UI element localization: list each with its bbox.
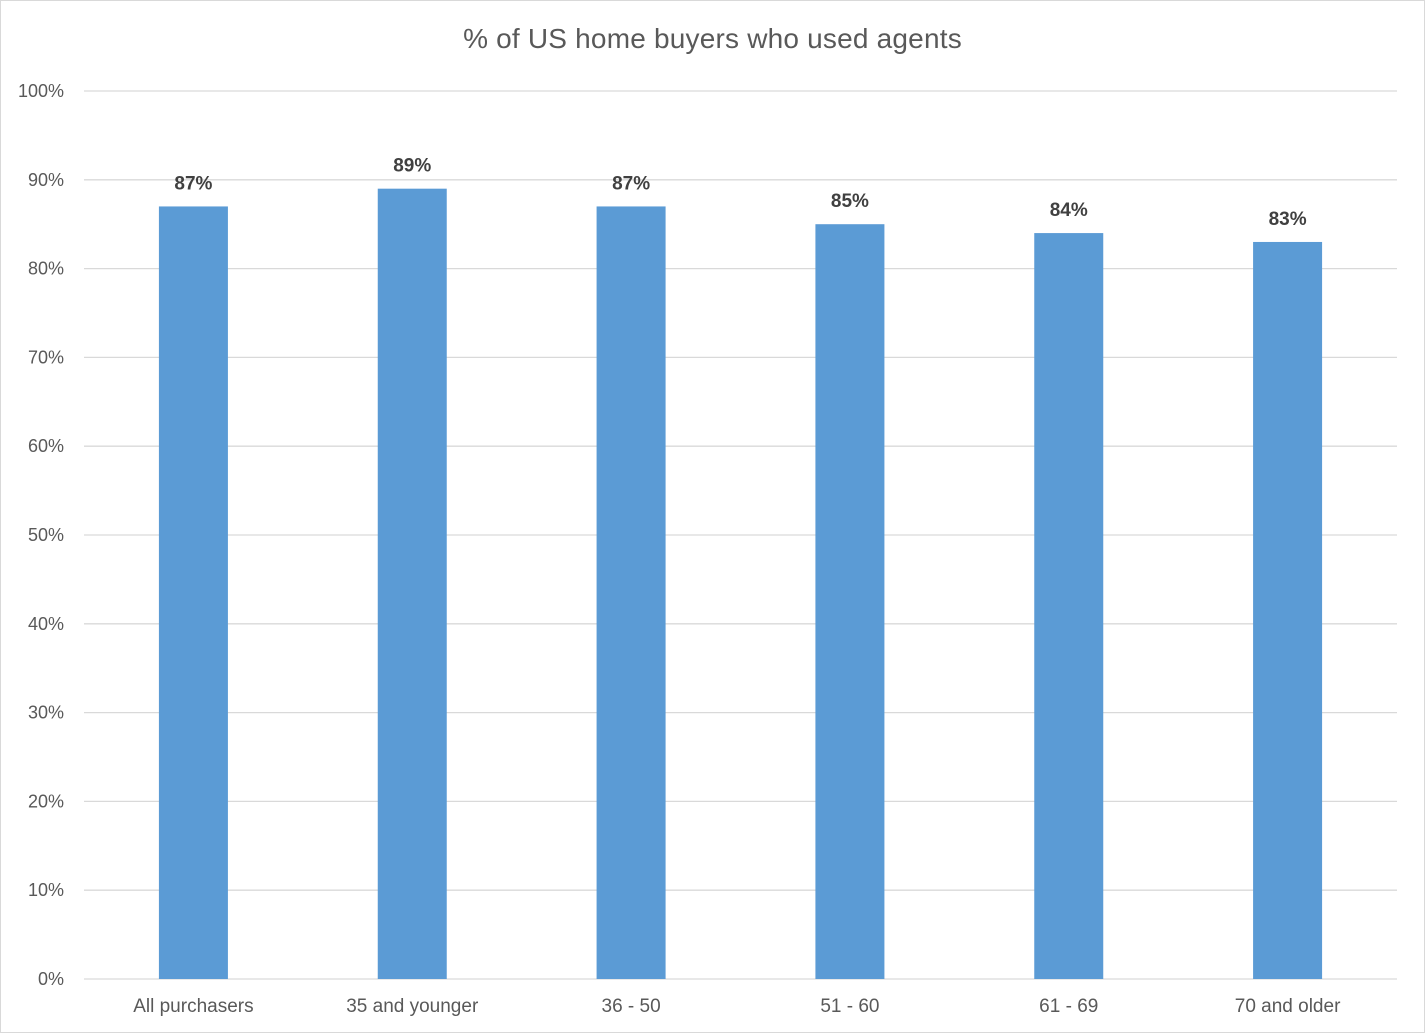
x-category-label: 36 - 50 — [602, 996, 661, 1017]
chart-title: % of US home buyers who used agents — [463, 23, 962, 54]
y-axis-ticks: 0% 10% 20% 30% 40% 50% 60% 70% 80% 90% 100% — [18, 81, 64, 989]
data-label: 85% — [831, 191, 869, 212]
x-category-label: 51 - 60 — [820, 996, 879, 1017]
x-category-label: 35 and younger — [346, 996, 479, 1017]
data-label: 87% — [174, 173, 212, 194]
bar — [377, 188, 447, 979]
x-category-label: All purchasers — [133, 996, 253, 1017]
gridlines — [84, 90, 1397, 980]
y-tick-label: 20% — [28, 791, 64, 811]
bar — [158, 206, 228, 979]
data-label: 83% — [1269, 209, 1307, 230]
data-label: 89% — [393, 156, 431, 177]
y-tick-label: 90% — [28, 170, 64, 190]
bar — [596, 206, 666, 979]
y-tick-label: 50% — [28, 525, 64, 545]
y-tick-label: 40% — [28, 614, 64, 634]
data-label: 84% — [1050, 200, 1088, 221]
y-tick-label: 60% — [28, 436, 64, 456]
y-tick-label: 70% — [28, 347, 64, 367]
y-tick-label: 0% — [38, 969, 64, 989]
x-axis-categories: All purchasers 35 and younger 36 - 50 51 - … — [133, 996, 1341, 1017]
bar — [815, 224, 885, 979]
x-category-label: 61 - 69 — [1039, 996, 1098, 1017]
data-label: 87% — [612, 173, 650, 194]
bar — [1253, 241, 1323, 979]
data-labels: 87% 89% 87% 85% 84% 83% — [174, 156, 1306, 230]
bar — [1034, 233, 1104, 979]
bars — [158, 188, 1323, 979]
y-tick-label: 10% — [28, 880, 64, 900]
y-tick-label: 100% — [18, 81, 64, 101]
y-tick-label: 30% — [28, 703, 64, 723]
y-tick-label: 80% — [28, 259, 64, 279]
x-category-label: 70 and older — [1235, 996, 1341, 1017]
